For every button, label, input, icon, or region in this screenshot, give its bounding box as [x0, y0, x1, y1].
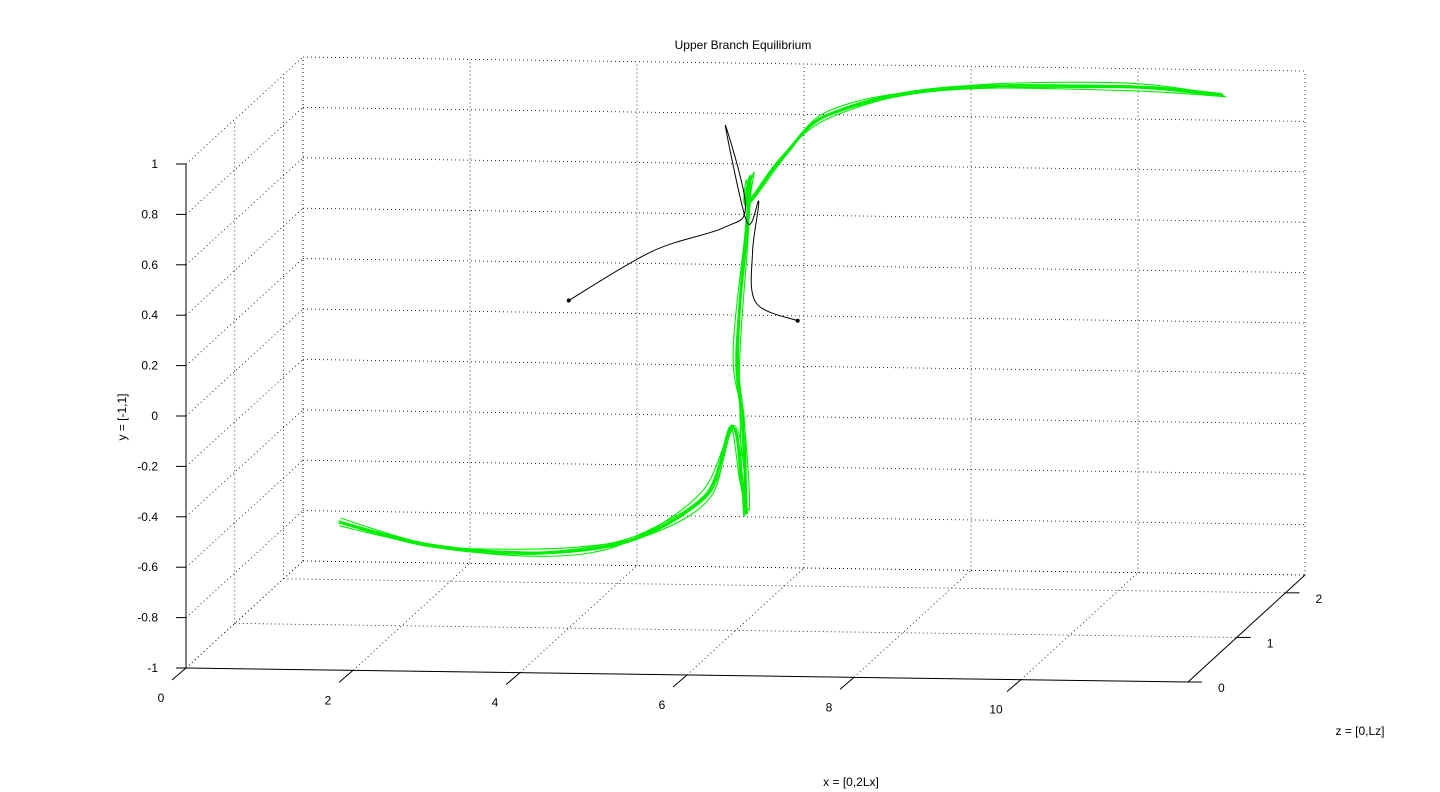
y-tick-label: 1: [151, 157, 158, 171]
grid-line-left-depth: [185, 409, 304, 518]
grid-line-left-depth: [185, 157, 304, 266]
axis-ticks: [171, 163, 1300, 693]
grid-line-floor-depth: [352, 563, 471, 671]
grid-line-left-depth: [185, 308, 304, 417]
x-tick: [672, 674, 688, 688]
grid-line-left-depth: [185, 207, 304, 316]
x-tick-label: 0: [158, 691, 165, 705]
tick-labels: -1-0.8-0.6-0.4-0.200.20.40.60.810 2 4 6 8 100…: [137, 157, 1322, 717]
z-tick-label: 2: [1316, 592, 1323, 606]
back-panes: [185, 56, 1306, 683]
grid-line-floor-depth: [686, 567, 805, 676]
grid-line-back-horizontal: [302, 510, 1306, 525]
grid-line-floor-depth: [519, 565, 638, 673]
y-tick-label: -1: [147, 661, 158, 675]
series-line-green: [339, 81, 1221, 550]
grid-line-floor-depth: [1020, 572, 1139, 680]
y-tick-label: 0.6: [141, 258, 158, 272]
dotted-grid: [185, 56, 1306, 683]
y-tick-label: 0.8: [141, 207, 158, 221]
z-tick-label: 1: [1267, 636, 1274, 650]
z-axis-line: [1187, 574, 1306, 683]
series-line-green: [339, 85, 1224, 555]
grid-line-left-depth: [185, 107, 304, 215]
series-endpoint-marker: [795, 318, 800, 323]
y-axis-label: y = [-1,1]: [115, 393, 129, 440]
x-tick-label: 2: [325, 693, 332, 707]
x-axis-label: x = [0,2Lx]: [823, 775, 879, 789]
series-line-black: [568, 124, 798, 322]
y-tick-label: -0.6: [137, 560, 158, 574]
data-series: [337, 81, 1227, 557]
series-endpoint-marker: [566, 298, 571, 303]
z-axis-label: z = [0,Lz]: [1335, 724, 1384, 738]
x-tick: [839, 676, 855, 690]
grid-line-back-horizontal: [302, 258, 1306, 273]
series-line-green: [337, 84, 1222, 554]
x-tick-label: 8: [826, 700, 833, 714]
grid-line-left-depth: [185, 359, 304, 467]
grid-line-left-depth: [185, 459, 304, 568]
y-tick-label: -0.2: [137, 459, 158, 473]
grid-line-left-depth: [185, 258, 304, 366]
y-tick-label: -0.8: [137, 611, 158, 625]
x-tick: [505, 672, 521, 686]
chart-title: Upper Branch Equilibrium: [675, 38, 812, 52]
x-tick: [1006, 679, 1022, 693]
y-tick-label: 0.4: [141, 308, 158, 322]
x-tick-label: 10: [989, 703, 1003, 717]
grid-line-left-depth: [185, 560, 304, 669]
grid-line-left-depth: [185, 56, 304, 165]
x-tick-label: 4: [492, 696, 499, 710]
grid-line-floor-width: [234, 623, 1237, 638]
grid-line-floor-depth: [185, 560, 304, 669]
grid-line-left-depth: [185, 510, 304, 618]
grid-line-back-horizontal: [302, 56, 1306, 72]
x-tick: [171, 667, 187, 681]
y-tick-label: 0.2: [141, 359, 158, 373]
series-line-green: [339, 84, 1223, 553]
grid-line-floor-depth: [853, 570, 972, 678]
y-tick-label: -0.4: [137, 510, 158, 524]
x-tick-label: 6: [659, 698, 666, 712]
x-tick: [338, 669, 354, 683]
y-tick-label: 0: [151, 409, 158, 423]
z-tick-label: 0: [1218, 681, 1225, 695]
